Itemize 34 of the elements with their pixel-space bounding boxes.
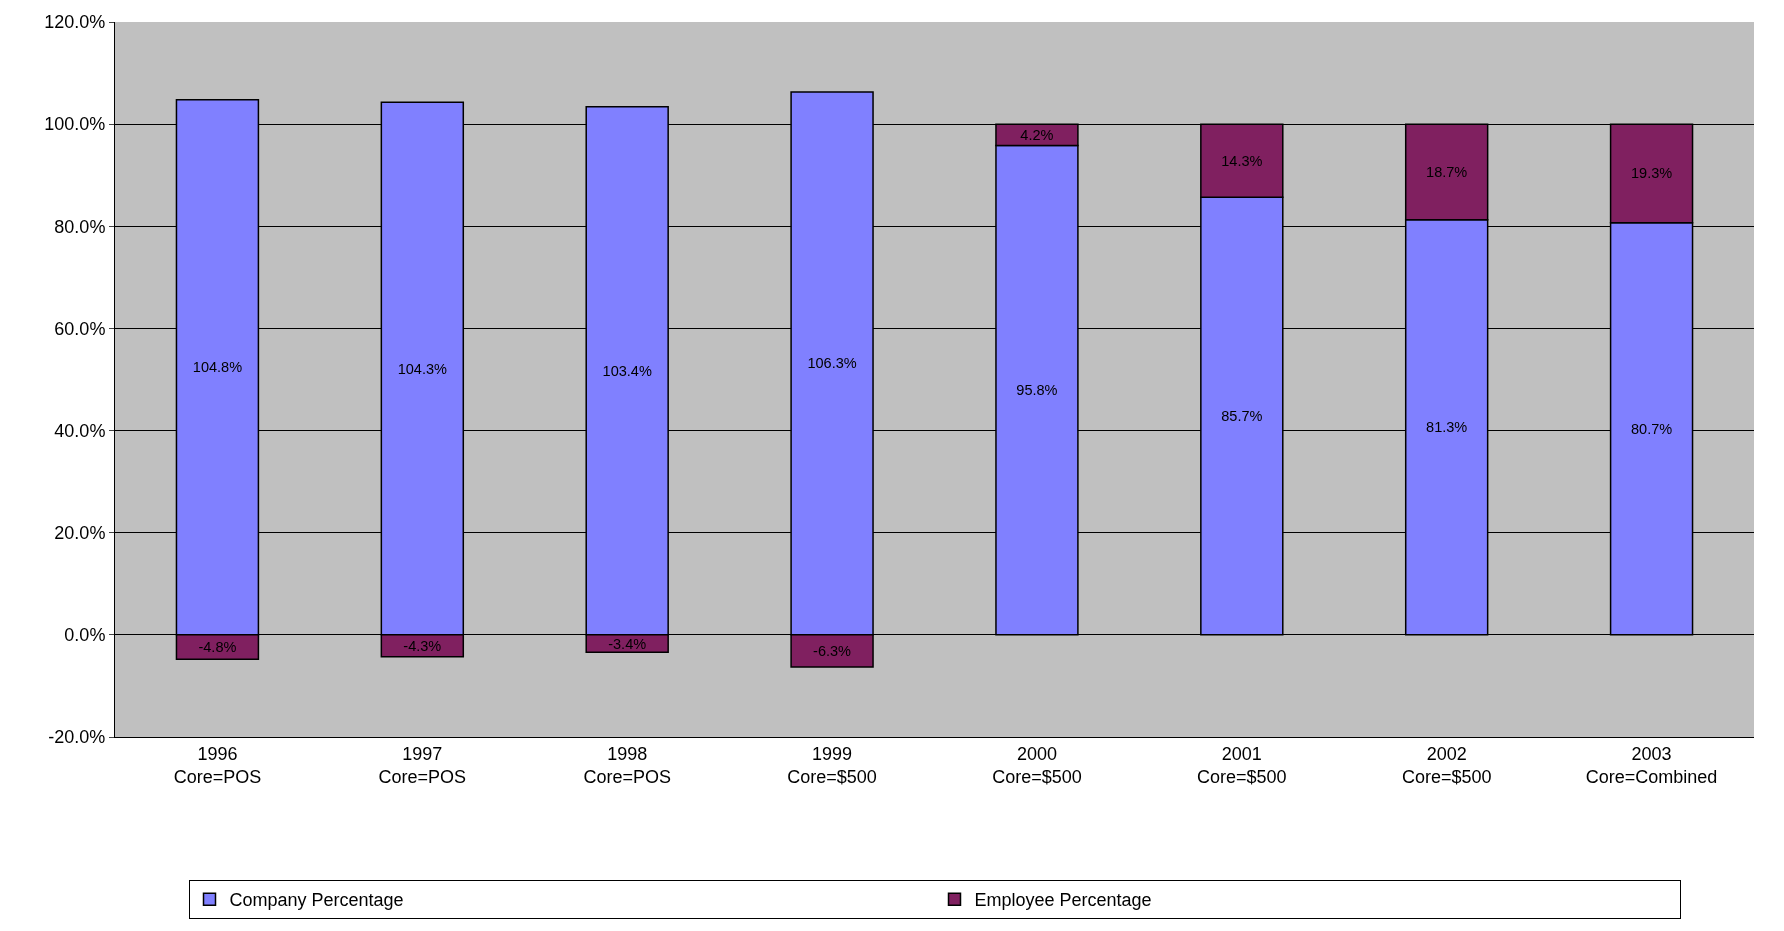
x-tick-label: 2000 Core=$500 <box>992 743 1082 787</box>
data-label: 18.7% <box>1426 163 1468 180</box>
data-label: 95.8% <box>1016 382 1058 399</box>
data-label: 80.7% <box>1630 420 1673 437</box>
legend-label: Employee Percentage <box>974 890 1152 911</box>
data-label: 19.3% <box>1630 165 1673 182</box>
data-label: 104.8% <box>192 359 243 376</box>
x-tick-label: 1999 Core=$500 <box>787 743 877 787</box>
legend-label: Company Percentage <box>229 890 404 911</box>
data-label: 104.3% <box>397 360 448 377</box>
data-label: 14.3% <box>1221 152 1263 169</box>
x-tick-label: 1998 Core=POS <box>583 743 671 787</box>
data-label: 103.4% <box>602 362 652 379</box>
x-tick-label: 2002 Core=$500 <box>1401 743 1492 787</box>
y-tick-label: 40.0% <box>54 420 106 441</box>
y-tick-label: 120.0% <box>44 12 106 33</box>
data-label: -3.4% <box>608 635 647 652</box>
x-tick-label: 1997 Core=POS <box>378 743 467 787</box>
data-label: -4.8% <box>198 639 237 656</box>
data-label: 106.3% <box>807 355 857 372</box>
data-label: -6.3% <box>813 642 852 659</box>
y-tick-label: -20.0% <box>48 727 106 748</box>
x-tick-label: 2001 Core=$500 <box>1197 743 1287 787</box>
y-tick-label: 80.0% <box>54 216 106 237</box>
x-tick-label: 2003 Core=Combined <box>1585 743 1718 787</box>
y-tick-label: 100.0% <box>44 114 106 135</box>
y-tick-label: 20.0% <box>54 523 106 544</box>
data-label: 4.2% <box>1020 126 1054 143</box>
data-label: -4.3% <box>403 637 442 654</box>
y-tick-label: 0.0% <box>64 625 106 646</box>
data-label: 85.7% <box>1221 408 1263 425</box>
y-tick-label: 60.0% <box>54 318 106 339</box>
data-label: 81.3% <box>1426 419 1468 436</box>
x-tick-label: 1996 Core=POS <box>173 743 262 787</box>
